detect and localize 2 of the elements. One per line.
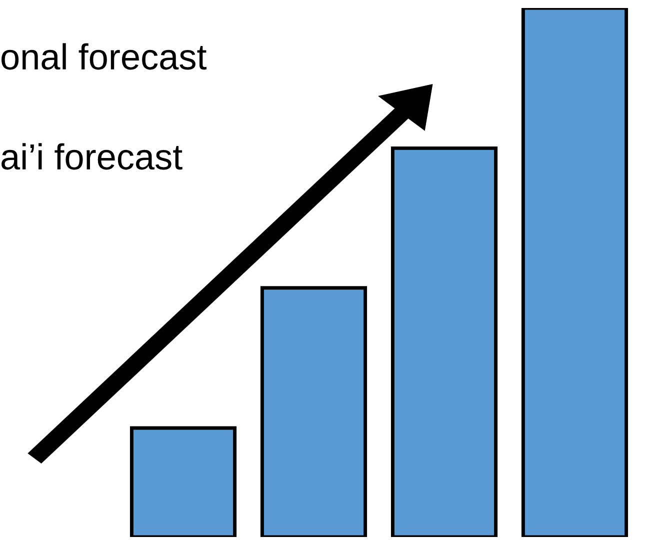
annotation: ai’i forecast (2, 143, 182, 170)
annotation: onal forecast (2, 43, 206, 70)
